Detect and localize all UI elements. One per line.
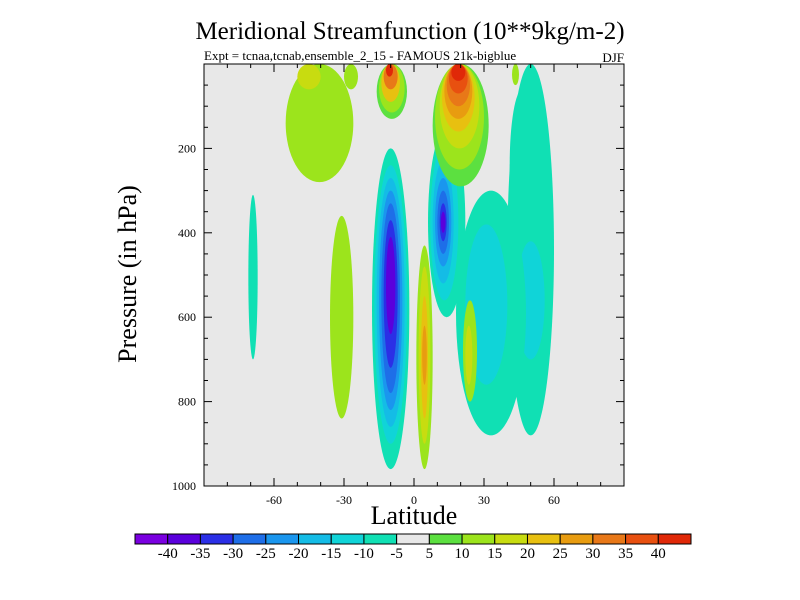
cell-polar-teal [248,194,258,360]
colorbar-swatch [559,533,594,545]
cell-sh-top-green [344,64,358,90]
colorbar-label: 20 [520,546,535,562]
x-tick-label: 0 [411,493,417,507]
axis-ticks: -60 -30 0 30 60 200 400 600 800 1000 [172,64,624,507]
chart-subtitle: Expt = tcnaa,tcnab,ensemble_2_15 - FAMOU… [204,48,516,63]
y-tick-label: 1000 [172,479,196,493]
colorbar-swatch [232,533,267,545]
cell-equator-orange [422,325,427,385]
colorbar-swatch [134,533,169,545]
cell-south-main-35 [386,237,396,335]
colorbar-swatch [298,533,332,545]
season-label: DJF [602,50,624,65]
colorbar-swatch [494,533,528,545]
x-tick-label: -30 [336,493,352,507]
colorbar-label: -10 [354,546,374,562]
colorbar-swatch [363,533,398,545]
plot-background [204,64,624,486]
cell-sh-upper-red-40 [386,64,393,77]
colorbar-label: -40 [158,546,178,562]
colorbar-label: -5 [390,546,403,562]
colorbar-label: -30 [223,546,243,562]
cell-sh-upper-green [285,64,354,183]
cell-nh-upper-40 [451,64,466,81]
colorbar-label: -20 [289,546,309,562]
colorbar-label: 15 [487,546,502,562]
cell-nh-top-lime [512,64,519,86]
colorbar-label: 10 [455,546,470,562]
colorbar-swatch [265,533,300,545]
x-tick-label: 60 [548,493,560,507]
y-axis-label: Pressure (in hPa) [113,185,142,363]
colorbar-swatch [526,533,561,545]
colorbar-swatch [330,533,365,545]
y-tick-label: 400 [178,226,196,240]
x-axis-label: Latitude [371,501,458,530]
colorbar-label: 35 [618,546,633,562]
colorbar: -40 -35 -30 -25 -20 -15 -10 -5 5 10 15 20 25 30 35 40 [134,533,692,562]
colorbar-swatch [199,533,234,545]
colorbar-swatch [396,533,430,545]
chart-title: Meridional Streamfunction (10**9kg/m-2) [195,18,624,45]
cell-nh-cyan-35 [440,211,446,233]
cell-sh-upper-lime [297,64,321,90]
cell-sh-mid-green [330,215,354,419]
colorbar-label: -35 [190,546,210,562]
colorbar-swatch [592,533,627,545]
colorbar-swatch [625,533,659,545]
x-tick-label: -60 [266,493,282,507]
colorbar-label: 25 [553,546,568,562]
colorbar-label: 40 [651,546,666,562]
y-tick-label: 600 [178,310,196,324]
x-tick-label: 30 [478,493,490,507]
cell-nh-small-lime [465,325,473,385]
colorbar-swatch [428,533,463,545]
contour-regions [248,64,554,470]
colorbar-swatch [657,533,692,545]
colorbar-label: -15 [321,546,341,562]
colorbar-label: 30 [585,546,600,562]
y-tick-label: 800 [178,395,196,409]
colorbar-label: -25 [256,546,276,562]
colorbar-swatch [167,533,201,545]
colorbar-label: 5 [426,546,434,562]
colorbar-swatch [461,533,496,545]
y-tick-label: 200 [178,141,196,155]
